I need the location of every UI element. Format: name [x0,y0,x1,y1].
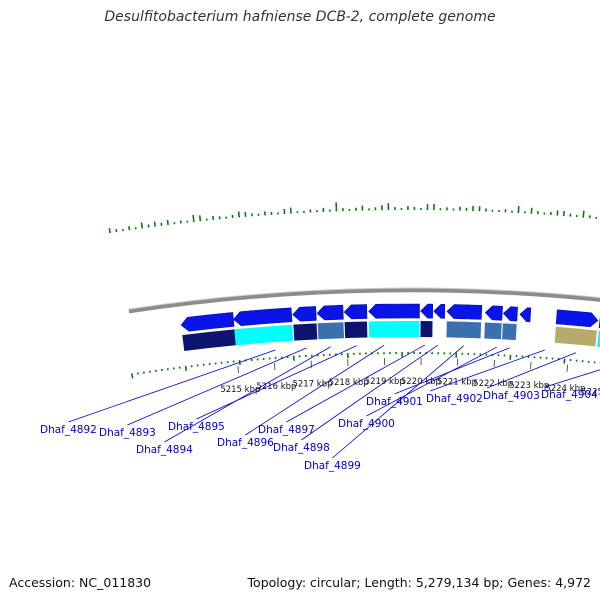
kbp-tick-label: 5222 kbp [473,379,513,389]
kbp-tick-label: 5215 kbp [220,385,260,395]
gene-leader-line [245,344,385,436]
separator: ; [499,575,504,590]
gc-content-bar [184,365,188,371]
kbp-tick [274,363,276,371]
genome-summary: Topology: circular; Length: 5,279,134 bp… [248,575,591,590]
genes-label: Genes: [507,575,552,590]
gene-label: Dhaf_4897 [258,424,315,436]
cds-arrow [484,305,503,321]
kbp-tick-label: 5225 kbp [581,387,600,397]
accession-info: Accession: NC_011830 [9,575,151,590]
cds-function-block [368,321,420,338]
accession-value: NC_011830 [79,575,152,590]
cds-arrow [555,309,599,328]
kbp-tick [237,366,239,374]
cds-function-block [502,323,517,341]
cds-function-block [344,321,368,339]
gc-skew-bar [153,221,156,227]
gc-skew-bar [140,222,144,229]
cds-function-block [317,322,345,340]
cds-function-block [293,323,318,341]
kbp-tick-label: 5217 kbp [292,380,332,390]
gc-skew-bar [192,214,195,223]
gene-label: Dhaf_4899 [304,460,361,472]
gc-skew-track [108,202,600,379]
gene-label: Dhaf_4894 [136,444,193,456]
gene-leader-line [486,352,577,389]
accession-label: Accession: [9,575,76,590]
gene-leader-line [301,344,439,441]
gc-skew-bar [237,211,240,218]
cds-function-block [234,324,294,346]
gc-skew-bar [582,210,585,218]
gene-leader-line [429,349,545,392]
gc-content-bar [131,373,134,379]
gc-skew-bar [166,219,169,226]
cds-arrow [502,306,518,322]
backbone [128,287,600,314]
gene-label: Dhaf_4903 [483,390,540,402]
cds-function-block [554,326,597,347]
separator: ; [356,575,361,590]
gene-label: Dhaf_4904 [541,389,598,401]
gene-labels: Dhaf_4892 Dhaf_4893 Dhaf_4894 Dhaf_4895 Dhaf… [40,344,600,472]
cds-arrow [180,312,235,332]
cds-function-block [420,321,433,338]
cds-arrow [519,307,532,323]
cds-arrow [368,303,420,319]
cds-arrow [292,306,317,322]
gene-label: Dhaf_4902 [426,393,483,405]
gc-skew-bar [198,215,202,222]
gene-label: Dhaf_4898 [273,442,330,454]
gene-label: Dhaf_4895 [168,421,225,433]
cds-arrow [316,304,344,321]
genes-value: 4,972 [555,575,591,590]
gene-label: Dhaf_4901 [366,396,423,408]
kbp-tick-label: 5223 kbp [509,381,549,391]
length-label: Length: [364,575,412,590]
cds-arrow [233,307,293,327]
gc-skew-bar [128,226,131,231]
gene-leader-line [196,345,357,420]
topology-value: circular [310,575,357,590]
backbone-line [128,287,600,314]
kbp-tick-label: 5218 kbp [329,378,369,388]
length-value: 5,279,134 bp [415,575,500,590]
gene-label: Dhaf_4892 [40,424,97,436]
gene-label: Dhaf_4893 [99,427,156,439]
gene-leader-line [286,344,426,423]
map-title: Desulfitobacterium hafniense DCB-2, comp… [104,9,496,25]
gene-leader-line [366,346,498,417]
cds-function-block [182,329,236,351]
kbp-tick-label: 5224 kbp [545,384,585,394]
cds-arrow [446,304,483,320]
gene-leader-line [127,347,307,426]
kbp-tick-label: 5216 kbp [256,382,296,392]
cds-arrow [420,303,434,319]
gene-leader-line [394,347,510,395]
cds-function-block [446,321,482,339]
gene-leader-line [164,346,331,443]
backbone-highlight [128,287,600,310]
gene-label: Dhaf_4896 [217,437,274,449]
gene-leader-line [544,369,600,388]
gene-label: Dhaf_4900 [338,418,395,430]
cds-function-block [484,322,502,340]
gc-skew-bar [108,228,111,234]
kbp-tick-label: 5221 kbp [437,378,477,388]
gene-leader-line [68,349,276,423]
kbp-tick [566,364,569,372]
cds-function-block [597,330,600,347]
topology-label: Topology: [247,575,307,590]
cds-arrow [433,303,446,319]
gene-track [180,303,600,351]
cds-arrow [343,304,368,320]
gene-leader-line [332,345,464,459]
